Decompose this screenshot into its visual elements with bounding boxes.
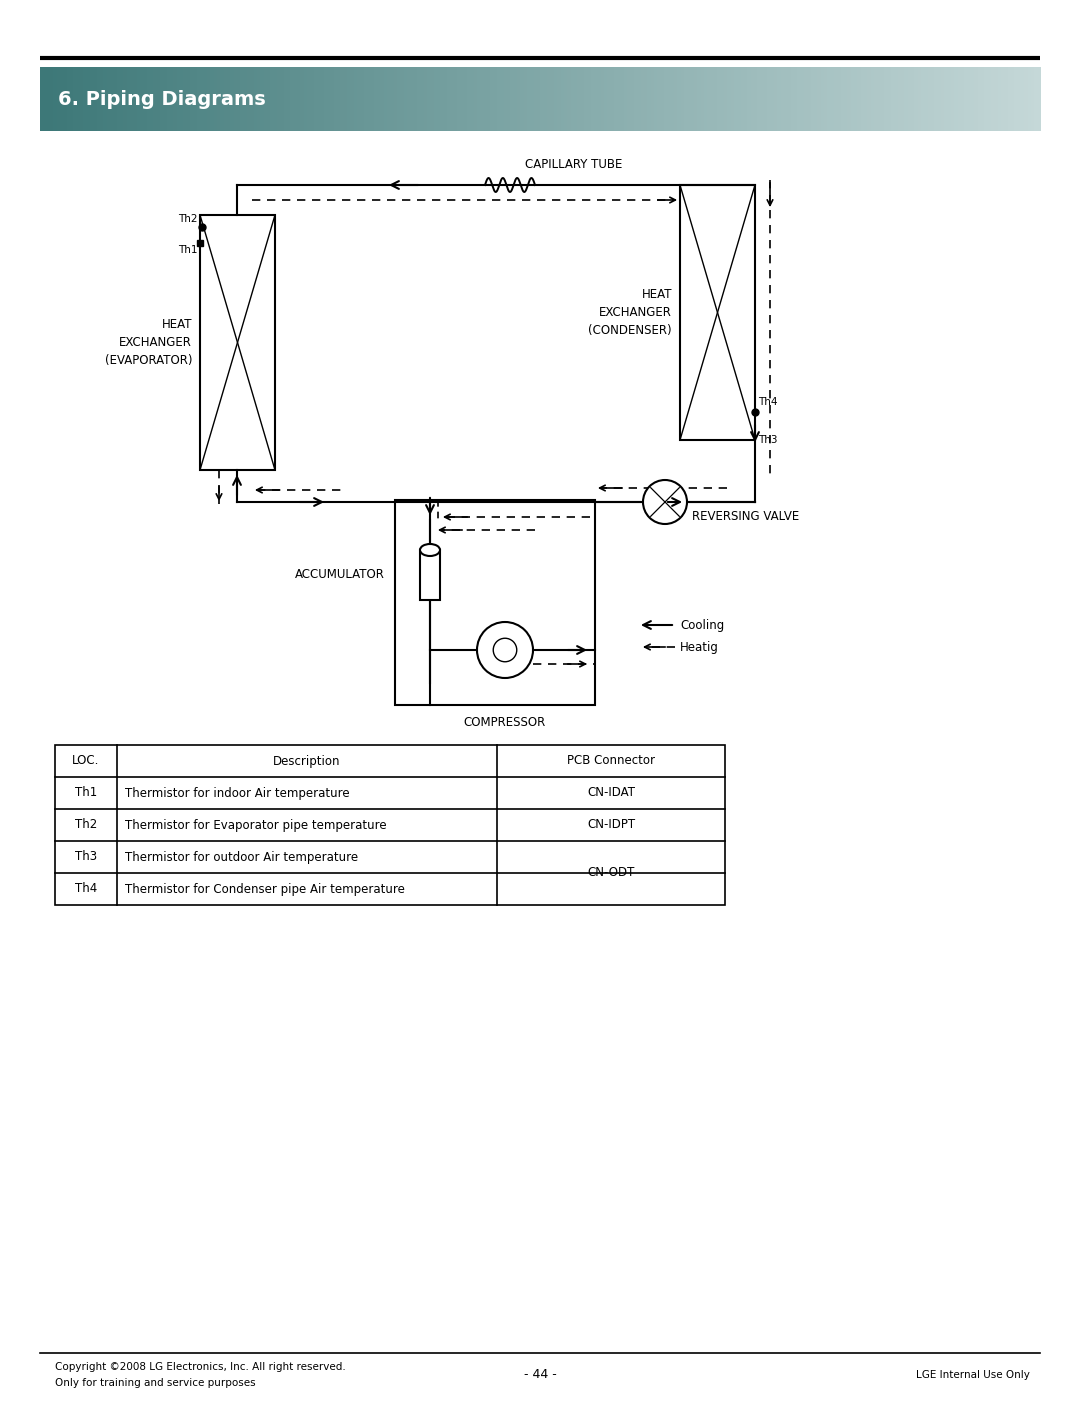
- Text: Thermistor for Condenser pipe Air temperature: Thermistor for Condenser pipe Air temper…: [125, 882, 405, 895]
- Text: Description: Description: [273, 754, 341, 767]
- Text: ACCUMULATOR: ACCUMULATOR: [295, 569, 384, 582]
- Text: Th1: Th1: [75, 787, 97, 799]
- Text: Th2: Th2: [178, 214, 198, 223]
- Text: - 44 -: - 44 -: [524, 1368, 556, 1381]
- Circle shape: [477, 622, 534, 679]
- Text: HEAT
EXCHANGER
(CONDENSER): HEAT EXCHANGER (CONDENSER): [589, 288, 672, 337]
- Text: PCB Connector: PCB Connector: [567, 754, 654, 767]
- Ellipse shape: [420, 544, 440, 556]
- Text: CN-IDPT: CN-IDPT: [586, 819, 635, 832]
- Text: LGE Internal Use Only: LGE Internal Use Only: [916, 1370, 1030, 1380]
- Text: Cooling: Cooling: [680, 618, 725, 631]
- Bar: [420, 549, 440, 600]
- Bar: [200, 215, 275, 471]
- Text: Th4: Th4: [75, 882, 97, 895]
- Text: Thermistor for Evaporator pipe temperature: Thermistor for Evaporator pipe temperatu…: [125, 819, 387, 832]
- Text: REVERSING VALVE: REVERSING VALVE: [692, 510, 799, 524]
- Circle shape: [494, 638, 516, 662]
- Text: Th1: Th1: [178, 244, 198, 254]
- Text: Th4: Th4: [758, 398, 778, 407]
- Text: LOC.: LOC.: [72, 754, 99, 767]
- Text: 6. Piping Diagrams: 6. Piping Diagrams: [58, 90, 266, 108]
- Text: Only for training and service purposes: Only for training and service purposes: [55, 1378, 256, 1388]
- Text: HEAT
EXCHANGER
(EVAPORATOR): HEAT EXCHANGER (EVAPORATOR): [105, 318, 192, 367]
- Text: COMPRESSOR: COMPRESSOR: [464, 717, 546, 729]
- Text: CN-IDAT: CN-IDAT: [588, 787, 635, 799]
- Text: Thermistor for outdoor Air temperature: Thermistor for outdoor Air temperature: [125, 850, 359, 864]
- Text: Thermistor for indoor Air temperature: Thermistor for indoor Air temperature: [125, 787, 350, 799]
- Text: Heatig: Heatig: [680, 641, 719, 653]
- Bar: [55, 745, 725, 905]
- Text: Th3: Th3: [758, 436, 778, 445]
- Text: Copyright ©2008 LG Electronics, Inc. All right reserved.: Copyright ©2008 LG Electronics, Inc. All…: [55, 1361, 346, 1373]
- Text: CN-ODT: CN-ODT: [588, 867, 635, 880]
- Text: Th3: Th3: [75, 850, 97, 864]
- Text: Th2: Th2: [75, 819, 97, 832]
- Text: CAPILLARY TUBE: CAPILLARY TUBE: [525, 159, 622, 171]
- Bar: [680, 185, 755, 440]
- Bar: [395, 500, 595, 705]
- Circle shape: [643, 481, 687, 524]
